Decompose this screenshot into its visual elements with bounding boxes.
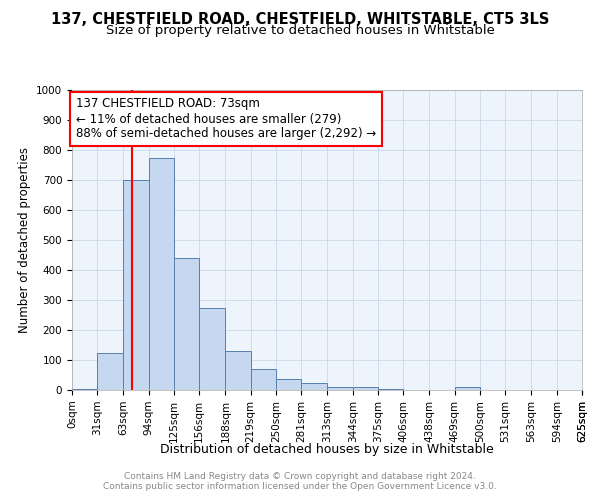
Bar <box>328 387 353 390</box>
Text: Size of property relative to detached houses in Whitstable: Size of property relative to detached ho… <box>106 24 494 37</box>
Bar <box>353 387 378 390</box>
Bar <box>301 382 328 390</box>
Bar <box>455 387 480 390</box>
Bar <box>378 388 403 390</box>
Bar <box>97 352 124 390</box>
Y-axis label: Number of detached properties: Number of detached properties <box>17 147 31 333</box>
Text: 137, CHESTFIELD ROAD, CHESTFIELD, WHITSTABLE, CT5 3LS: 137, CHESTFIELD ROAD, CHESTFIELD, WHITST… <box>51 12 549 28</box>
Bar <box>72 388 97 390</box>
Bar <box>251 369 276 390</box>
Text: Contains HM Land Registry data © Crown copyright and database right 2024.: Contains HM Land Registry data © Crown c… <box>124 472 476 481</box>
Bar <box>174 258 199 390</box>
Bar <box>276 378 301 390</box>
Bar <box>124 180 149 390</box>
Bar <box>199 308 226 390</box>
Text: 137 CHESTFIELD ROAD: 73sqm
← 11% of detached houses are smaller (279)
88% of sem: 137 CHESTFIELD ROAD: 73sqm ← 11% of deta… <box>76 98 376 140</box>
Text: Contains public sector information licensed under the Open Government Licence v3: Contains public sector information licen… <box>103 482 497 491</box>
Bar <box>226 351 251 390</box>
Bar <box>149 158 174 390</box>
Text: Distribution of detached houses by size in Whitstable: Distribution of detached houses by size … <box>160 442 494 456</box>
